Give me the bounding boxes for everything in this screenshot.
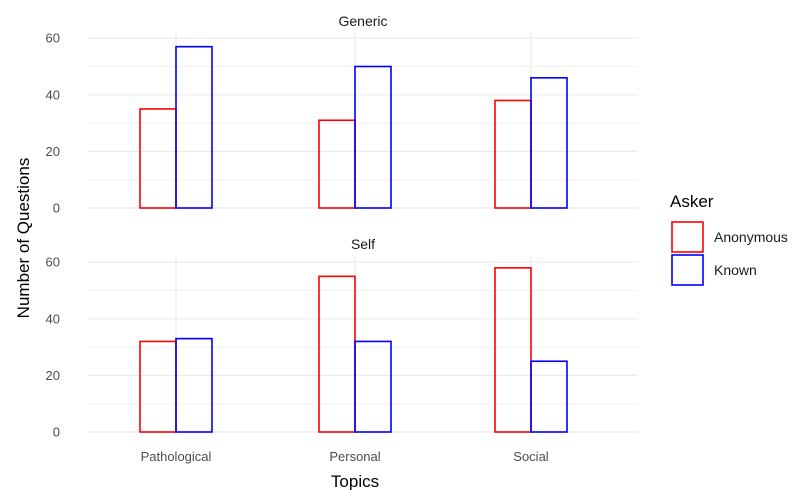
legend-key-known [671, 254, 704, 286]
bar-anonymous-pathological [139, 108, 177, 209]
bar-known-personal [354, 340, 392, 433]
bar-anonymous-personal [318, 275, 356, 433]
bar-anonymous-pathological [139, 340, 177, 433]
panel-generic: Generic 0 20 40 60 [46, 13, 638, 216]
x-tick-label: Pathological [141, 449, 212, 464]
x-axis-title: Topics [331, 472, 379, 490]
bar-known-social [530, 77, 568, 209]
legend: Asker Anonymous Known [670, 192, 788, 286]
legend-label-known: Known [714, 262, 757, 278]
panel-title: Generic [338, 13, 387, 29]
legend-key-anonymous [671, 221, 704, 253]
legend-title: Asker [670, 192, 714, 211]
chart-panels: Generic 0 20 40 60 Self 0 20 40 60 Pathological Per… [46, 13, 638, 464]
x-tick-label: Personal [329, 449, 380, 464]
y-tick-label: 60 [46, 31, 60, 46]
panel-title: Self [351, 236, 375, 252]
y-tick-label: 60 [46, 255, 60, 270]
y-tick-label: 0 [53, 425, 60, 440]
y-tick-label: 20 [46, 368, 60, 383]
bar-anonymous-social [494, 99, 532, 209]
bar-known-personal [354, 65, 392, 209]
bar-known-pathological [175, 337, 213, 433]
x-tick-label: Social [513, 449, 549, 464]
bar-known-social [530, 360, 568, 433]
bar-anonymous-personal [318, 119, 356, 209]
y-tick-label: 40 [46, 87, 60, 102]
y-tick-label: 40 [46, 311, 60, 326]
legend-label-anonymous: Anonymous [714, 229, 788, 245]
y-tick-label: 0 [53, 201, 60, 216]
bar-known-pathological [175, 45, 213, 209]
y-axis-title: Number of Questions [14, 158, 33, 319]
panel-self: Self 0 20 40 60 [46, 236, 638, 440]
y-tick-label: 20 [46, 144, 60, 159]
bar-anonymous-social [494, 267, 532, 433]
